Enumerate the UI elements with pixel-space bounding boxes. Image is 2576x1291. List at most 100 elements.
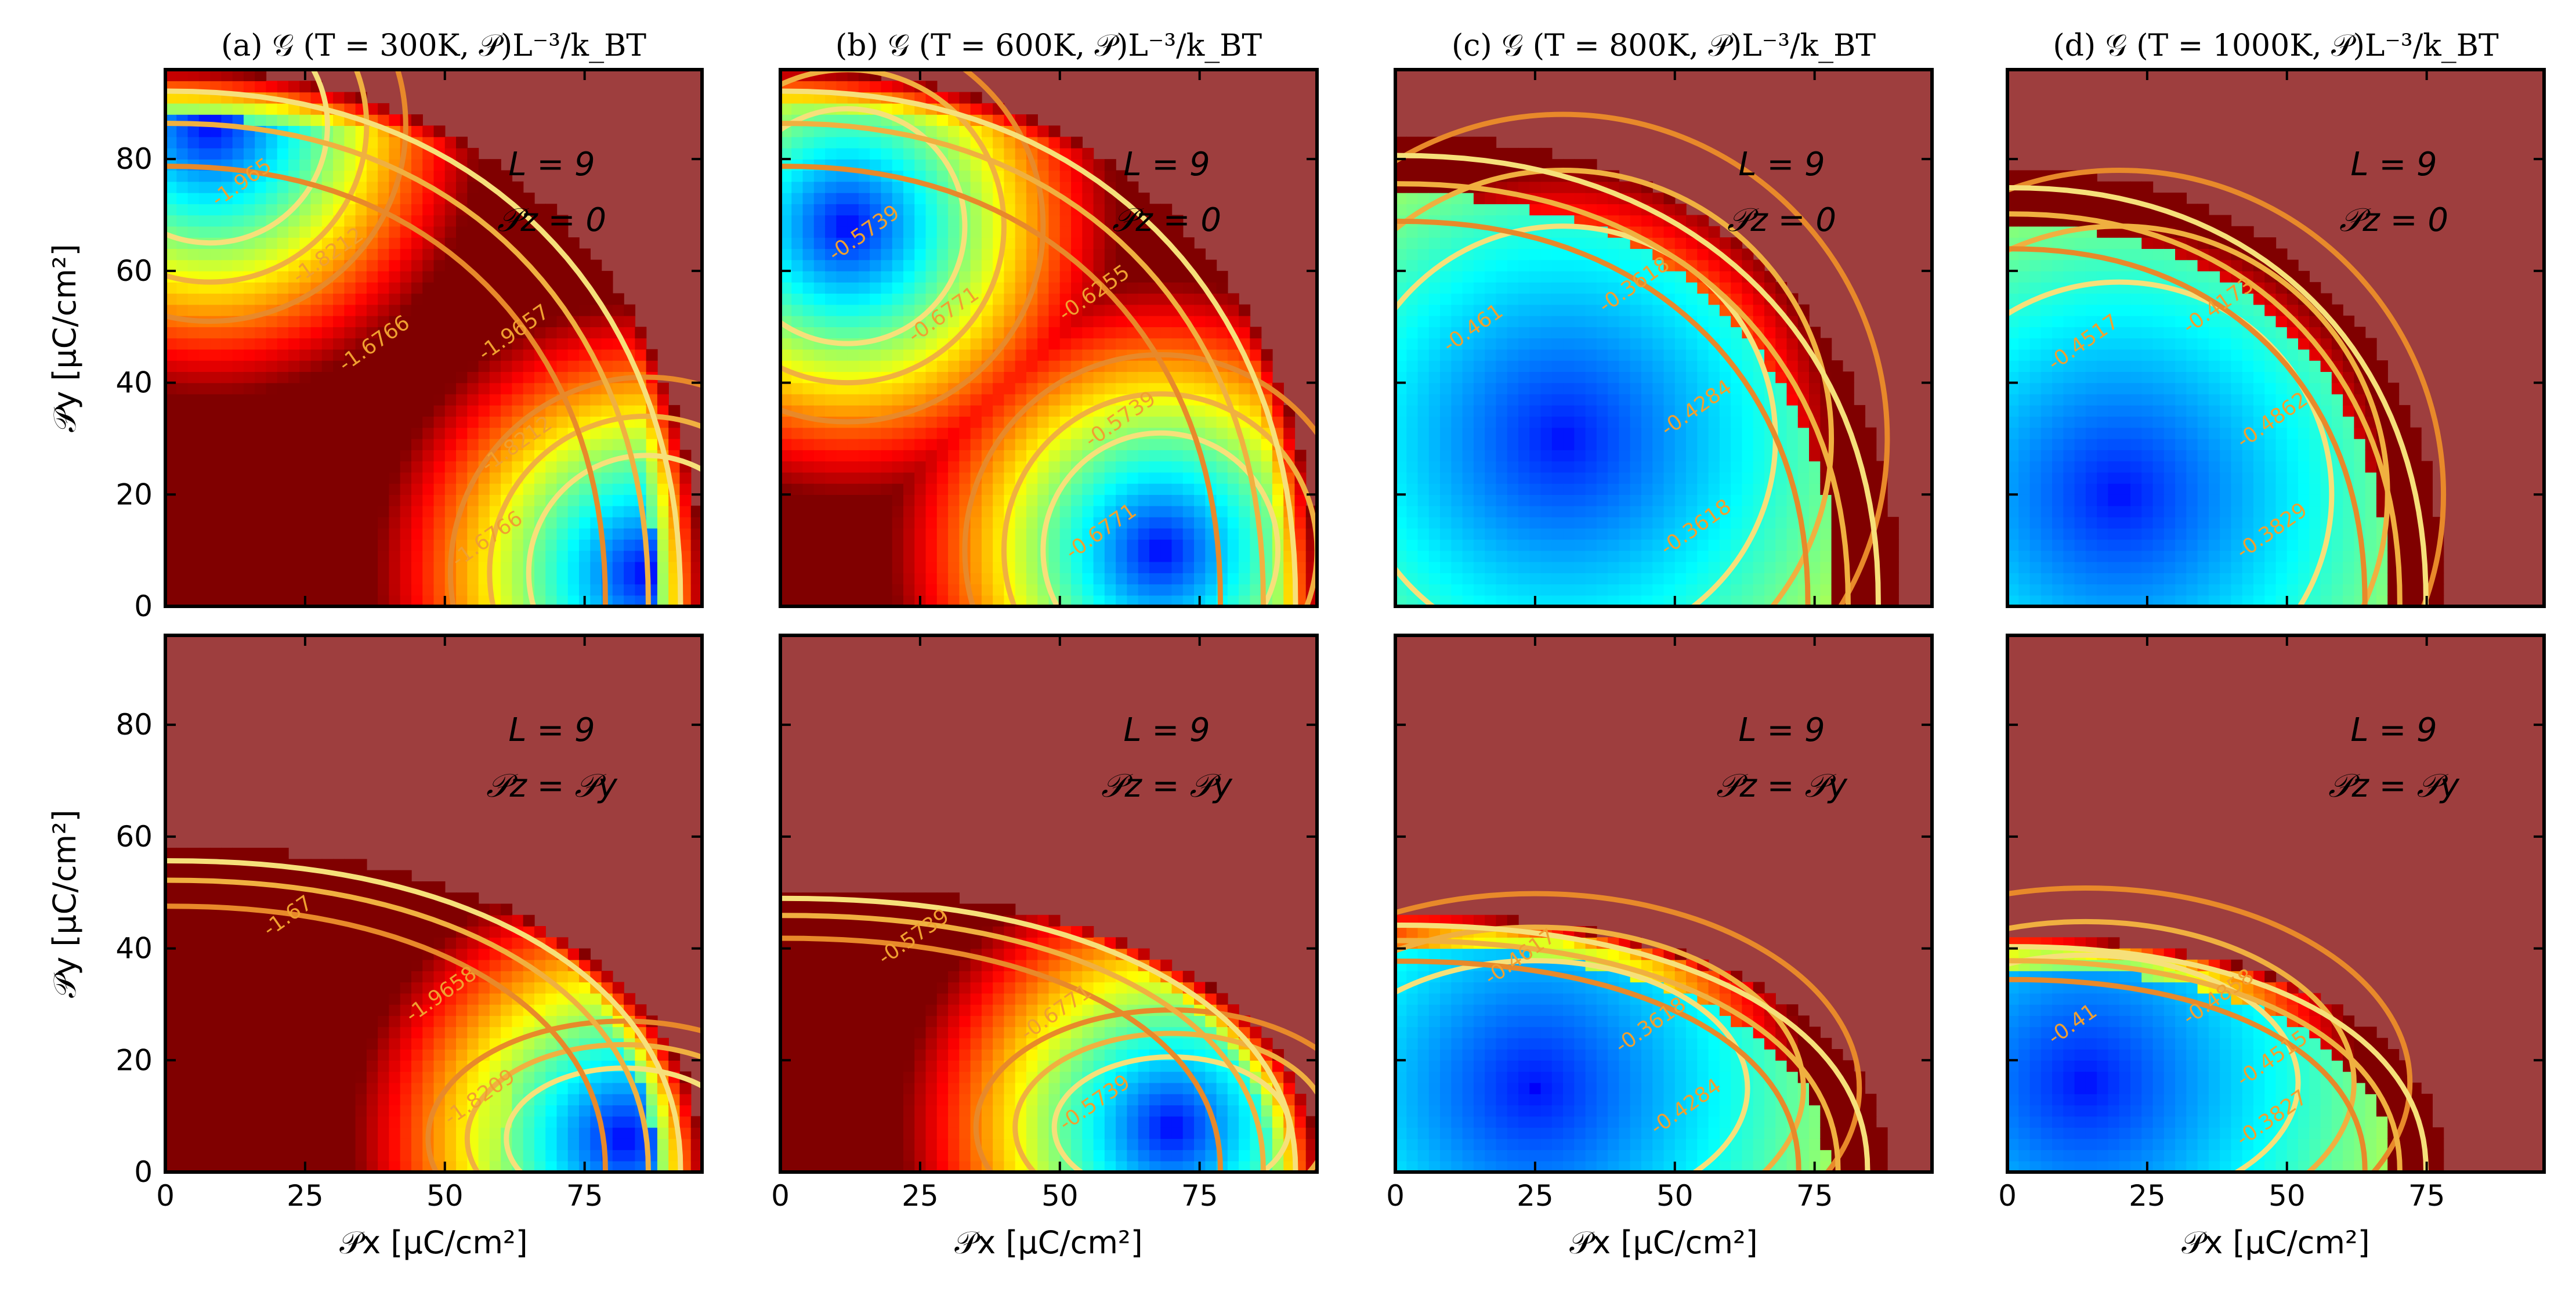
heatmap-cell bbox=[479, 383, 490, 395]
heatmap-cell bbox=[344, 506, 356, 518]
heatmap-cell bbox=[233, 405, 244, 417]
heatmap-cell bbox=[1552, 428, 1564, 439]
heatmap-cell bbox=[333, 450, 345, 461]
heatmap-cell bbox=[467, 148, 479, 160]
heatmap-cell bbox=[1597, 405, 1608, 417]
heatmap-cell bbox=[814, 461, 826, 472]
heatmap-cell bbox=[1060, 271, 1072, 283]
heatmap-cell bbox=[333, 305, 345, 316]
heatmap-cell bbox=[836, 349, 848, 361]
heatmap-cell bbox=[1026, 517, 1038, 529]
heatmap-cell bbox=[288, 371, 300, 383]
heatmap-cell bbox=[456, 450, 468, 461]
heatmap-cell bbox=[1630, 405, 1642, 417]
heatmap-cell bbox=[422, 248, 434, 260]
heatmap-cell bbox=[445, 327, 457, 338]
heatmap-cell bbox=[411, 584, 423, 595]
heatmap-cell bbox=[859, 483, 870, 495]
heatmap-cell bbox=[1586, 338, 1597, 350]
heatmap-cell bbox=[1049, 450, 1061, 461]
heatmap-cell bbox=[400, 506, 412, 518]
heatmap-cell bbox=[422, 562, 434, 573]
heatmap-cell bbox=[993, 461, 1004, 472]
heatmap-cell bbox=[1261, 360, 1273, 372]
heatmap-cell bbox=[411, 483, 423, 495]
heatmap-cell bbox=[903, 215, 915, 227]
heatmap-cell bbox=[1496, 405, 1507, 417]
heatmap-cell bbox=[1138, 439, 1150, 450]
heatmap-cell bbox=[1160, 472, 1172, 484]
heatmap-cell bbox=[1440, 416, 1452, 428]
heatmap-cell bbox=[523, 349, 535, 361]
heatmap-cell bbox=[333, 483, 345, 495]
heatmap-cell bbox=[188, 226, 200, 238]
heatmap-cell bbox=[1474, 439, 1485, 450]
heatmap-cell bbox=[1496, 271, 1507, 283]
heatmap-cell bbox=[1496, 416, 1507, 428]
heatmap-cell bbox=[1485, 215, 1496, 227]
heatmap-cell bbox=[400, 517, 412, 529]
heatmap-cell bbox=[1406, 506, 1418, 518]
heatmap-cell bbox=[1619, 405, 1630, 417]
heatmap-cell bbox=[836, 461, 848, 472]
heatmap-cell bbox=[199, 472, 211, 484]
heatmap-cell bbox=[1049, 562, 1061, 573]
heatmap-cell bbox=[1451, 528, 1463, 540]
heatmap-cell bbox=[1675, 204, 1687, 215]
heatmap-cell bbox=[1552, 282, 1564, 294]
heatmap-cell bbox=[803, 305, 815, 316]
heatmap-cell bbox=[859, 193, 870, 204]
heatmap-cell bbox=[1183, 439, 1195, 450]
heatmap-cell bbox=[1026, 483, 1038, 495]
heatmap-cell bbox=[971, 450, 982, 461]
heatmap-cell bbox=[523, 394, 535, 406]
heatmap-cell bbox=[1541, 260, 1553, 272]
heatmap-cell bbox=[1004, 137, 1015, 149]
heatmap-cell bbox=[434, 416, 446, 428]
heatmap-cell bbox=[356, 461, 367, 472]
heatmap-cell bbox=[411, 338, 423, 350]
heatmap-cell bbox=[333, 517, 345, 529]
heatmap-cell bbox=[624, 506, 635, 518]
heatmap-cell bbox=[1451, 517, 1463, 529]
heatmap-cell bbox=[266, 562, 277, 573]
heatmap-cell bbox=[1586, 439, 1597, 450]
heatmap-cell bbox=[870, 316, 881, 327]
heatmap-cell bbox=[255, 494, 266, 506]
heatmap-cell bbox=[1451, 573, 1463, 584]
heatmap-cell bbox=[993, 506, 1004, 518]
heatmap-cell bbox=[188, 383, 200, 395]
heatmap-cell bbox=[344, 416, 356, 428]
heatmap-cell bbox=[266, 327, 277, 338]
heatmap-cell bbox=[1630, 551, 1642, 562]
heatmap-cell bbox=[199, 517, 211, 529]
heatmap-cell bbox=[199, 293, 211, 305]
heatmap-cell bbox=[288, 148, 300, 160]
heatmap-cell bbox=[1552, 305, 1564, 316]
heatmap-cell bbox=[1418, 237, 1430, 249]
heatmap-cell bbox=[210, 472, 222, 484]
heatmap-cell bbox=[1507, 148, 1519, 160]
heatmap-cell bbox=[848, 450, 859, 461]
heatmap-cell bbox=[1574, 428, 1586, 439]
heatmap-cell bbox=[333, 316, 345, 327]
heatmap-cell bbox=[971, 517, 982, 529]
heatmap-cell bbox=[1049, 316, 1061, 327]
heatmap-cell bbox=[1160, 517, 1172, 529]
heatmap-cell bbox=[1105, 371, 1116, 383]
heatmap-cell bbox=[333, 405, 345, 417]
heatmap-cell bbox=[344, 92, 356, 104]
heatmap-cell bbox=[579, 305, 591, 316]
heatmap-cell bbox=[422, 394, 434, 406]
heatmap-cell bbox=[266, 137, 277, 149]
heatmap-cell bbox=[479, 416, 490, 428]
heatmap-cell bbox=[288, 416, 300, 428]
heatmap-cell bbox=[993, 472, 1004, 484]
heatmap-cell bbox=[266, 539, 277, 551]
heatmap-cell bbox=[1429, 394, 1441, 406]
heatmap-cell bbox=[1194, 528, 1206, 540]
heatmap-cell bbox=[971, 159, 982, 171]
heatmap-cell bbox=[456, 137, 468, 149]
heatmap-cell bbox=[1049, 461, 1061, 472]
heatmap-cell bbox=[534, 383, 546, 395]
